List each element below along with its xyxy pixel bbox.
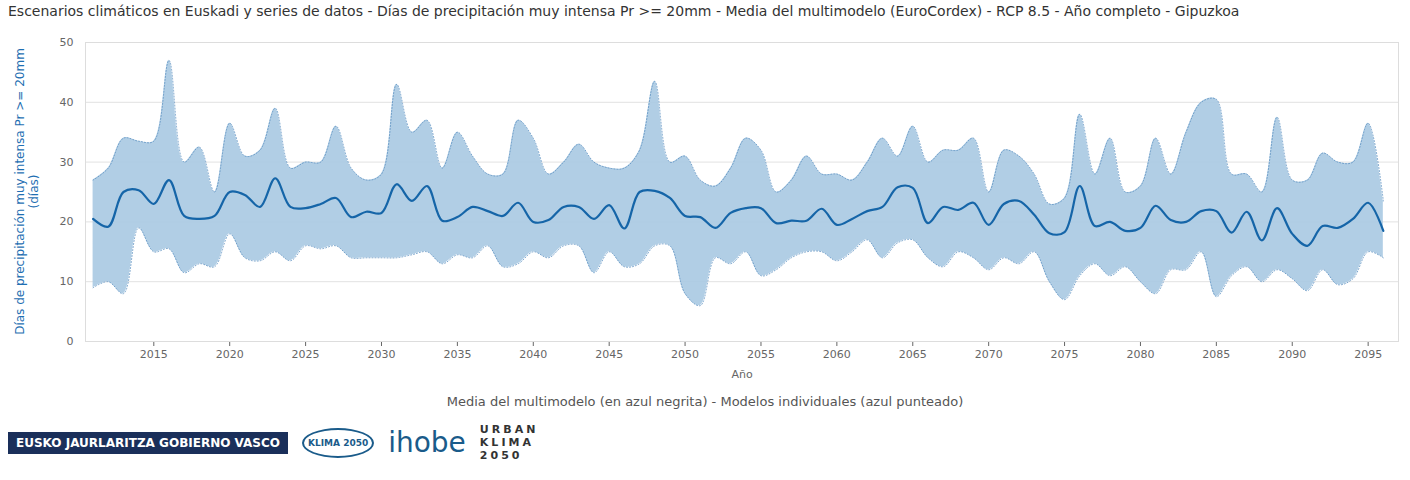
svg-text:2015: 2015 — [140, 348, 168, 361]
html-text:ihobe: ihobe — [388, 426, 466, 459]
svg-text:40: 40 — [60, 96, 74, 109]
svg-text:20: 20 — [60, 215, 74, 228]
svg-text:2095: 2095 — [1354, 348, 1382, 361]
svg-text:2065: 2065 — [899, 348, 927, 361]
svg-text:2035: 2035 — [443, 348, 471, 361]
svg-text:2045: 2045 — [595, 348, 623, 361]
svg-text:10: 10 — [60, 275, 74, 288]
svg-text:0: 0 — [67, 335, 74, 348]
svg-text:2080: 2080 — [1126, 348, 1154, 361]
svg-text:2060: 2060 — [823, 348, 851, 361]
svg-text:50: 50 — [60, 36, 74, 49]
svg-text:30: 30 — [60, 156, 74, 169]
html-text:EUSKO JAURLARITZA GOBIERNO VAS: EUSKO JAURLARITZA GOBIERNO VASCO — [16, 435, 280, 450]
svg-text:Año: Año — [731, 368, 752, 381]
svg-text:2085: 2085 — [1202, 348, 1230, 361]
html-text:URBAN KLIMA 2050: URBAN KLIMA 2050 — [479, 423, 539, 462]
svg-text:2055: 2055 — [747, 348, 775, 361]
svg-text:2050: 2050 — [671, 348, 699, 361]
html-text:Media del multimodelo (en azul: Media del multimodelo (en azul negrita) … — [446, 394, 964, 409]
html-text:Escenarios climáticos en Euska: Escenarios climáticos en Euskadi y serie… — [8, 3, 1240, 19]
svg-text:(días): (días) — [27, 175, 41, 209]
svg-text:2070: 2070 — [975, 348, 1003, 361]
svg-text:2040: 2040 — [519, 348, 547, 361]
html-text:KLIMA 2050: KLIMA 2050 — [308, 437, 369, 448]
svg-text:2075: 2075 — [1051, 348, 1079, 361]
svg-text:Días de precipitación muy inte: Días de precipitación muy intensa Pr >= … — [13, 48, 27, 335]
svg-text:2020: 2020 — [216, 348, 244, 361]
svg-text:2090: 2090 — [1278, 348, 1306, 361]
svg-text:2030: 2030 — [367, 348, 395, 361]
svg-text:2025: 2025 — [292, 348, 320, 361]
